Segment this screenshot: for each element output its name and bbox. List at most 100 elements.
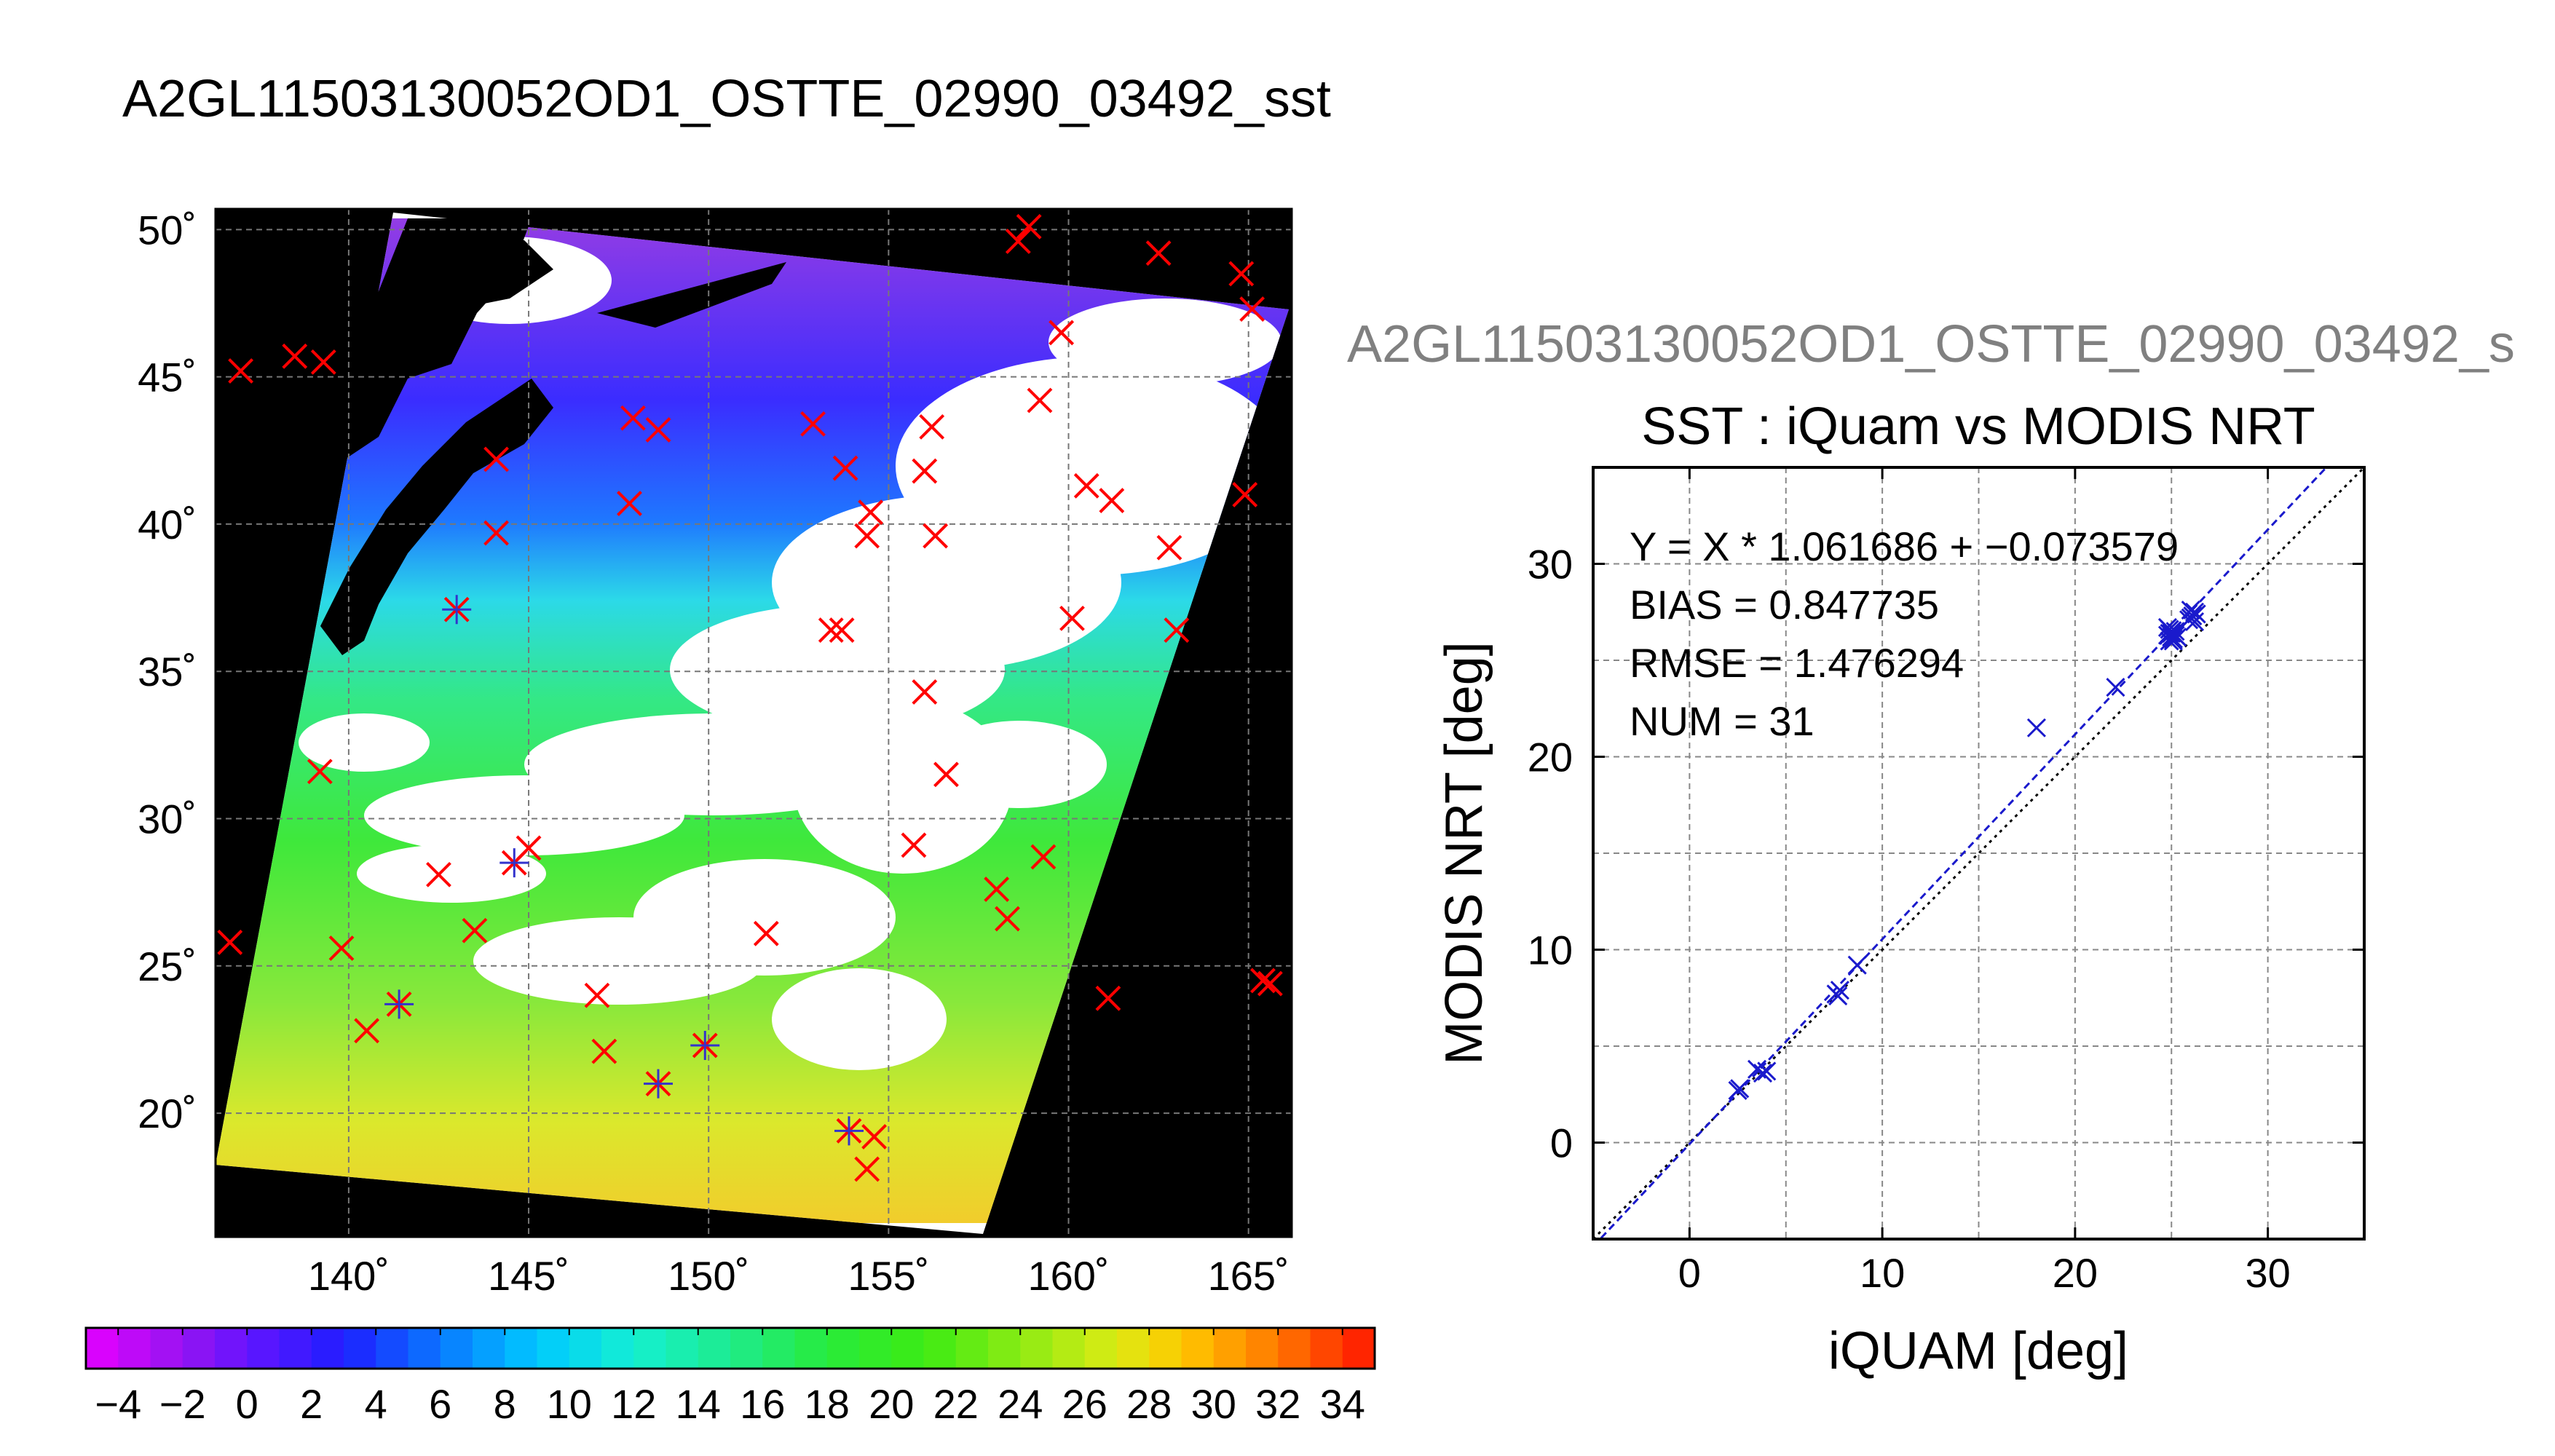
match-marker <box>644 1069 674 1099</box>
marker-stroke <box>984 877 1010 903</box>
colorbar-tick-label: 20 <box>869 1381 914 1427</box>
match-marker <box>1095 985 1121 1011</box>
lon-tick-label: 145˚ <box>488 1253 569 1299</box>
marker-stroke <box>1049 320 1075 346</box>
marker-stroke <box>282 343 308 369</box>
marker-stroke <box>426 861 451 887</box>
point-stroke <box>2184 612 2205 632</box>
fit-line <box>1598 467 2329 1239</box>
colorbar-cell <box>633 1328 667 1369</box>
scatter-point <box>2181 601 2200 620</box>
colorbar-tick-label: 28 <box>1126 1381 1172 1427</box>
match-marker <box>919 414 945 440</box>
stats-line: Y = X * 1.061686 + −0.073579 <box>1630 523 2179 569</box>
marker-stroke <box>1016 213 1042 240</box>
match-marker <box>800 411 826 437</box>
colorbar-cell <box>408 1328 441 1369</box>
colorbar-cell <box>730 1328 763 1369</box>
colorbar-cell <box>118 1328 151 1369</box>
marker-stroke <box>1145 240 1172 266</box>
marker-stroke <box>912 458 938 484</box>
point-stroke <box>2160 623 2179 643</box>
marker-stroke <box>1059 605 1085 631</box>
colorbar-tick-label: 16 <box>740 1381 785 1427</box>
colorbar-tick-label: 2 <box>300 1381 323 1427</box>
colorbar-cell <box>859 1328 892 1369</box>
colorbar-cell <box>1084 1328 1118 1369</box>
match-marker <box>426 861 451 887</box>
lon-tick-label: 165˚ <box>1208 1253 1290 1299</box>
match-marker <box>462 917 488 943</box>
map-gridlines <box>216 209 1292 1237</box>
colorbar-cell <box>826 1328 860 1369</box>
x-axis-label: iQUAM [deg] <box>1828 1322 2128 1380</box>
match-marker <box>995 906 1020 932</box>
marker-stroke <box>829 617 855 643</box>
y-axis-label: MODIS NRT [deg] <box>1435 641 1493 1065</box>
marker-stroke <box>1095 985 1121 1011</box>
land-mask <box>216 218 786 655</box>
match-marker <box>217 930 243 955</box>
match-marker <box>1156 534 1182 561</box>
scatter-plot: 0 10 20 30 0 10 20 30 Y = X * 1.061686 + −0.073… <box>1435 466 2366 1380</box>
marker-stroke <box>1250 968 1276 994</box>
point-stroke <box>2187 604 2206 624</box>
lat-tick-label: 40˚ <box>138 502 197 547</box>
colorbar-tick-label: 8 <box>494 1381 516 1427</box>
match-marker <box>1049 320 1075 346</box>
colorbar-cell <box>182 1328 216 1369</box>
match-marker <box>282 343 308 369</box>
point-stroke <box>1753 1064 1773 1083</box>
marker-stroke <box>328 935 355 961</box>
colorbar-cell <box>150 1328 183 1369</box>
colorbar-frame <box>84 1326 1376 1370</box>
y-tick-label: 20 <box>1528 735 1573 780</box>
marker-stroke <box>832 455 858 481</box>
colorbar-cell <box>473 1328 505 1369</box>
marker-stroke <box>1164 617 1190 643</box>
colorbar-cell <box>601 1328 634 1369</box>
colorbar-cell <box>988 1328 1021 1369</box>
colorbar-tick-label: 12 <box>611 1381 656 1427</box>
marker-stroke <box>854 523 880 549</box>
match-marker <box>617 491 642 516</box>
match-marker <box>901 832 927 858</box>
colorbar-cell <box>569 1328 602 1369</box>
colorbar-tick-label: −4 <box>95 1381 141 1427</box>
scatter-point <box>1830 981 1849 1000</box>
match-marker <box>1027 387 1053 414</box>
colorbar-cell <box>440 1328 473 1369</box>
marker-stroke <box>483 446 509 472</box>
scatter-point <box>2165 622 2185 641</box>
marker-stroke <box>753 920 779 946</box>
colorbar-tick-label: 24 <box>998 1381 1043 1427</box>
match-marker <box>584 982 610 1008</box>
y-tick-label: 10 <box>1528 927 1573 973</box>
match-marker <box>753 920 779 946</box>
colorbar-tick-label: 18 <box>805 1381 850 1427</box>
scatter-title: SST : iQuam vs MODIS NRT <box>1641 397 2315 456</box>
match-marker <box>620 405 646 431</box>
scatter-ticks: 0 10 20 30 0 10 20 30 <box>1528 467 2364 1296</box>
match-marker <box>228 358 254 384</box>
colorbar-cell <box>1117 1328 1150 1369</box>
colorbar-cell <box>794 1328 828 1369</box>
scatter-stats: Y = X * 1.061686 + −0.073579 BIAS = 0.847… <box>1630 523 2179 744</box>
match-marker <box>1228 261 1255 287</box>
point-stroke <box>2157 617 2178 638</box>
marker-stroke <box>217 930 243 955</box>
scatter-point <box>2026 718 2046 737</box>
point-stroke <box>2168 628 2187 647</box>
marker-stroke <box>1232 482 1258 507</box>
point-stroke <box>2165 622 2185 641</box>
marker-stroke <box>800 411 826 437</box>
match-marker <box>307 759 333 785</box>
colorbar-cell <box>1149 1328 1182 1369</box>
colorbar-cell <box>1246 1328 1279 1369</box>
colorbar-cell <box>505 1328 538 1369</box>
map-lat-tick-labels: 50˚ 45˚ 40˚ 35˚ 30˚ 25˚ 20˚ <box>138 207 197 1136</box>
point-stroke <box>1828 986 1848 1006</box>
colorbar-tick-label: 34 <box>1320 1381 1365 1427</box>
colorbar-cell <box>1310 1328 1343 1369</box>
